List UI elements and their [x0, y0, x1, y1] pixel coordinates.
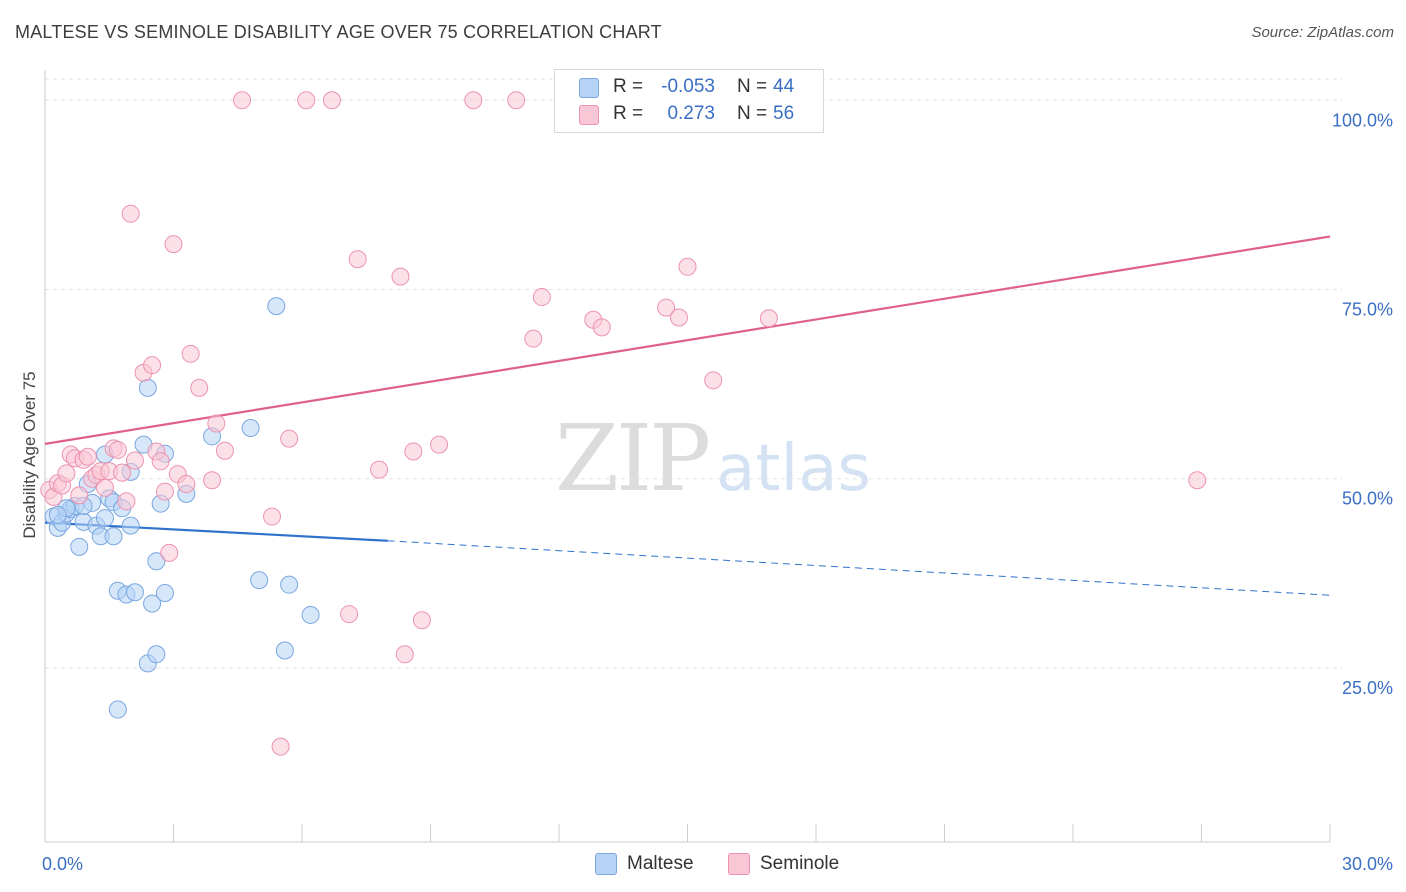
bottom-legend-swatch-seminole — [728, 853, 750, 875]
point-seminole — [322, 91, 341, 110]
y-tick-label: 75.0% — [1342, 299, 1393, 319]
legend-n-label: N = — [737, 103, 768, 124]
chart-title: MALTESE VS SEMINOLE DISABILITY AGE OVER … — [15, 22, 662, 42]
x-tick-label: 0.0% — [42, 854, 83, 874]
legend-r-label: R = — [613, 103, 644, 124]
point-seminole — [532, 288, 551, 307]
point-maltese — [95, 509, 114, 528]
legend-swatch-maltese — [579, 78, 599, 98]
tick-labels: 25.0% 50.0% 75.0% 100.0% 0.0% 30.0% — [42, 110, 1393, 874]
point-seminole — [190, 378, 209, 397]
legend-n-value: 56 — [773, 103, 795, 124]
y-tick-label: 25.0% — [1342, 678, 1393, 698]
point-seminole — [464, 91, 483, 110]
y-axis-label: Disability Age Over 75 — [20, 371, 39, 539]
point-maltese — [104, 527, 123, 546]
point-seminole — [280, 429, 299, 448]
bottom-legend-label-maltese: Maltese — [627, 853, 694, 874]
point-seminole — [395, 645, 414, 664]
y-tick-label: 100.0% — [1332, 110, 1393, 130]
source-credit: Source: ZipAtlas.com — [1251, 24, 1394, 41]
point-seminole — [151, 452, 170, 471]
correlation-legend: R = -0.053 N = 44 R = 0.273 N = 56 — [554, 69, 824, 133]
point-seminole — [370, 460, 389, 479]
point-seminole — [678, 257, 697, 276]
point-seminole — [524, 329, 543, 348]
point-seminole — [348, 250, 367, 269]
point-seminole — [340, 605, 359, 624]
y-tick-label: 50.0% — [1342, 489, 1393, 509]
point-maltese — [125, 583, 144, 602]
point-maltese — [108, 700, 127, 719]
grid-lines — [45, 78, 1342, 669]
legend-r-value: 0.273 — [667, 103, 715, 124]
point-maltese — [70, 537, 89, 556]
bottom-legend-swatch-maltese — [595, 853, 617, 875]
point-seminole — [391, 267, 410, 286]
point-seminole — [143, 356, 162, 375]
point-seminole — [271, 737, 290, 756]
point-seminole — [108, 440, 127, 459]
point-seminole — [57, 464, 76, 483]
bottom-legend-label-seminole: Seminole — [760, 853, 840, 874]
point-seminole — [412, 611, 431, 630]
point-seminole — [95, 478, 114, 497]
point-seminole — [704, 371, 723, 390]
point-maltese — [121, 516, 140, 535]
trendline-seminole — [44, 235, 1331, 445]
legend-swatch-seminole — [579, 105, 599, 125]
x-tick-label: 30.0% — [1342, 854, 1393, 874]
point-seminole — [117, 492, 136, 511]
point-maltese — [280, 575, 299, 594]
point-seminole — [430, 435, 449, 454]
point-maltese — [147, 552, 166, 571]
point-maltese — [147, 645, 166, 664]
point-seminole — [759, 309, 778, 328]
legend-n-label: N = — [737, 76, 768, 97]
point-seminole — [507, 91, 526, 110]
point-seminole — [592, 318, 611, 337]
point-seminole — [233, 91, 252, 110]
point-seminole — [78, 447, 97, 466]
point-seminole — [1188, 471, 1207, 490]
point-maltese — [250, 571, 269, 590]
point-maltese — [138, 378, 157, 397]
point-maltese — [48, 506, 67, 525]
legend-r-value: -0.053 — [661, 76, 715, 97]
point-maltese — [155, 583, 174, 602]
point-seminole — [121, 204, 140, 223]
point-seminole — [263, 507, 282, 526]
legend-n-value: 44 — [773, 76, 795, 97]
point-seminole — [207, 414, 226, 433]
point-seminole — [181, 344, 200, 363]
point-maltese — [301, 605, 320, 624]
legend-r-label: R = — [613, 76, 644, 97]
point-seminole — [125, 451, 144, 470]
point-maltese — [241, 418, 260, 437]
point-seminole — [404, 442, 423, 461]
point-seminole — [177, 475, 196, 494]
trend-lines — [44, 235, 1331, 596]
point-maltese — [143, 594, 162, 613]
point-seminole — [203, 471, 222, 490]
trendline-extension-maltese — [387, 540, 1331, 596]
point-seminole — [113, 463, 132, 482]
point-seminole — [155, 482, 174, 501]
axes — [44, 70, 1331, 843]
point-maltese — [275, 641, 294, 660]
point-seminole — [70, 486, 89, 505]
point-seminole — [669, 308, 688, 327]
point-seminole — [164, 235, 183, 254]
point-maltese — [267, 297, 286, 316]
data-points — [40, 91, 1207, 756]
point-seminole — [215, 441, 234, 460]
point-seminole — [297, 91, 316, 110]
point-seminole — [657, 298, 676, 317]
point-seminole — [160, 543, 179, 562]
